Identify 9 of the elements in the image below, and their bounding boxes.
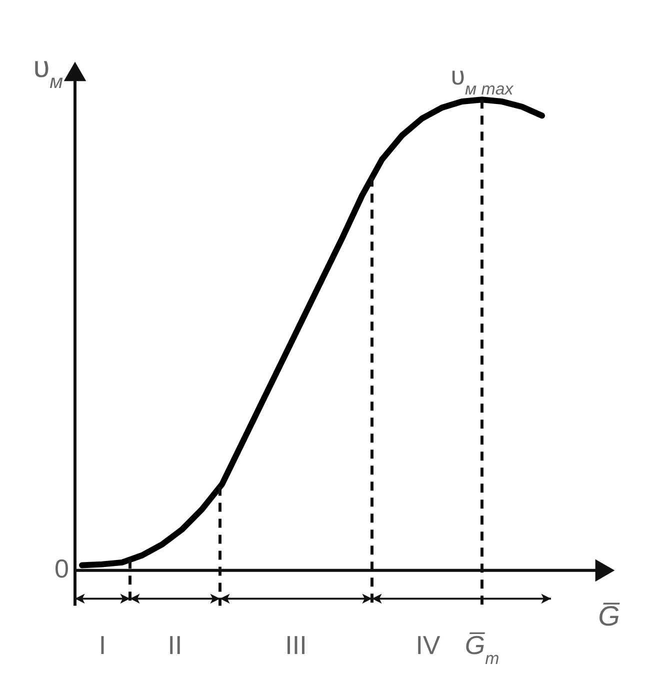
text: III [285,630,307,660]
y-axis-title: υ$_{м}$ [33,51,63,93]
text: 0 [54,553,69,584]
text: II [168,630,182,660]
text: G̅$_{m}$ [464,630,500,668]
text: υ$_{м max}$ [450,60,514,98]
text: I [98,630,106,660]
x-axis-title: G̅ [598,600,621,632]
text: IV [416,630,441,660]
